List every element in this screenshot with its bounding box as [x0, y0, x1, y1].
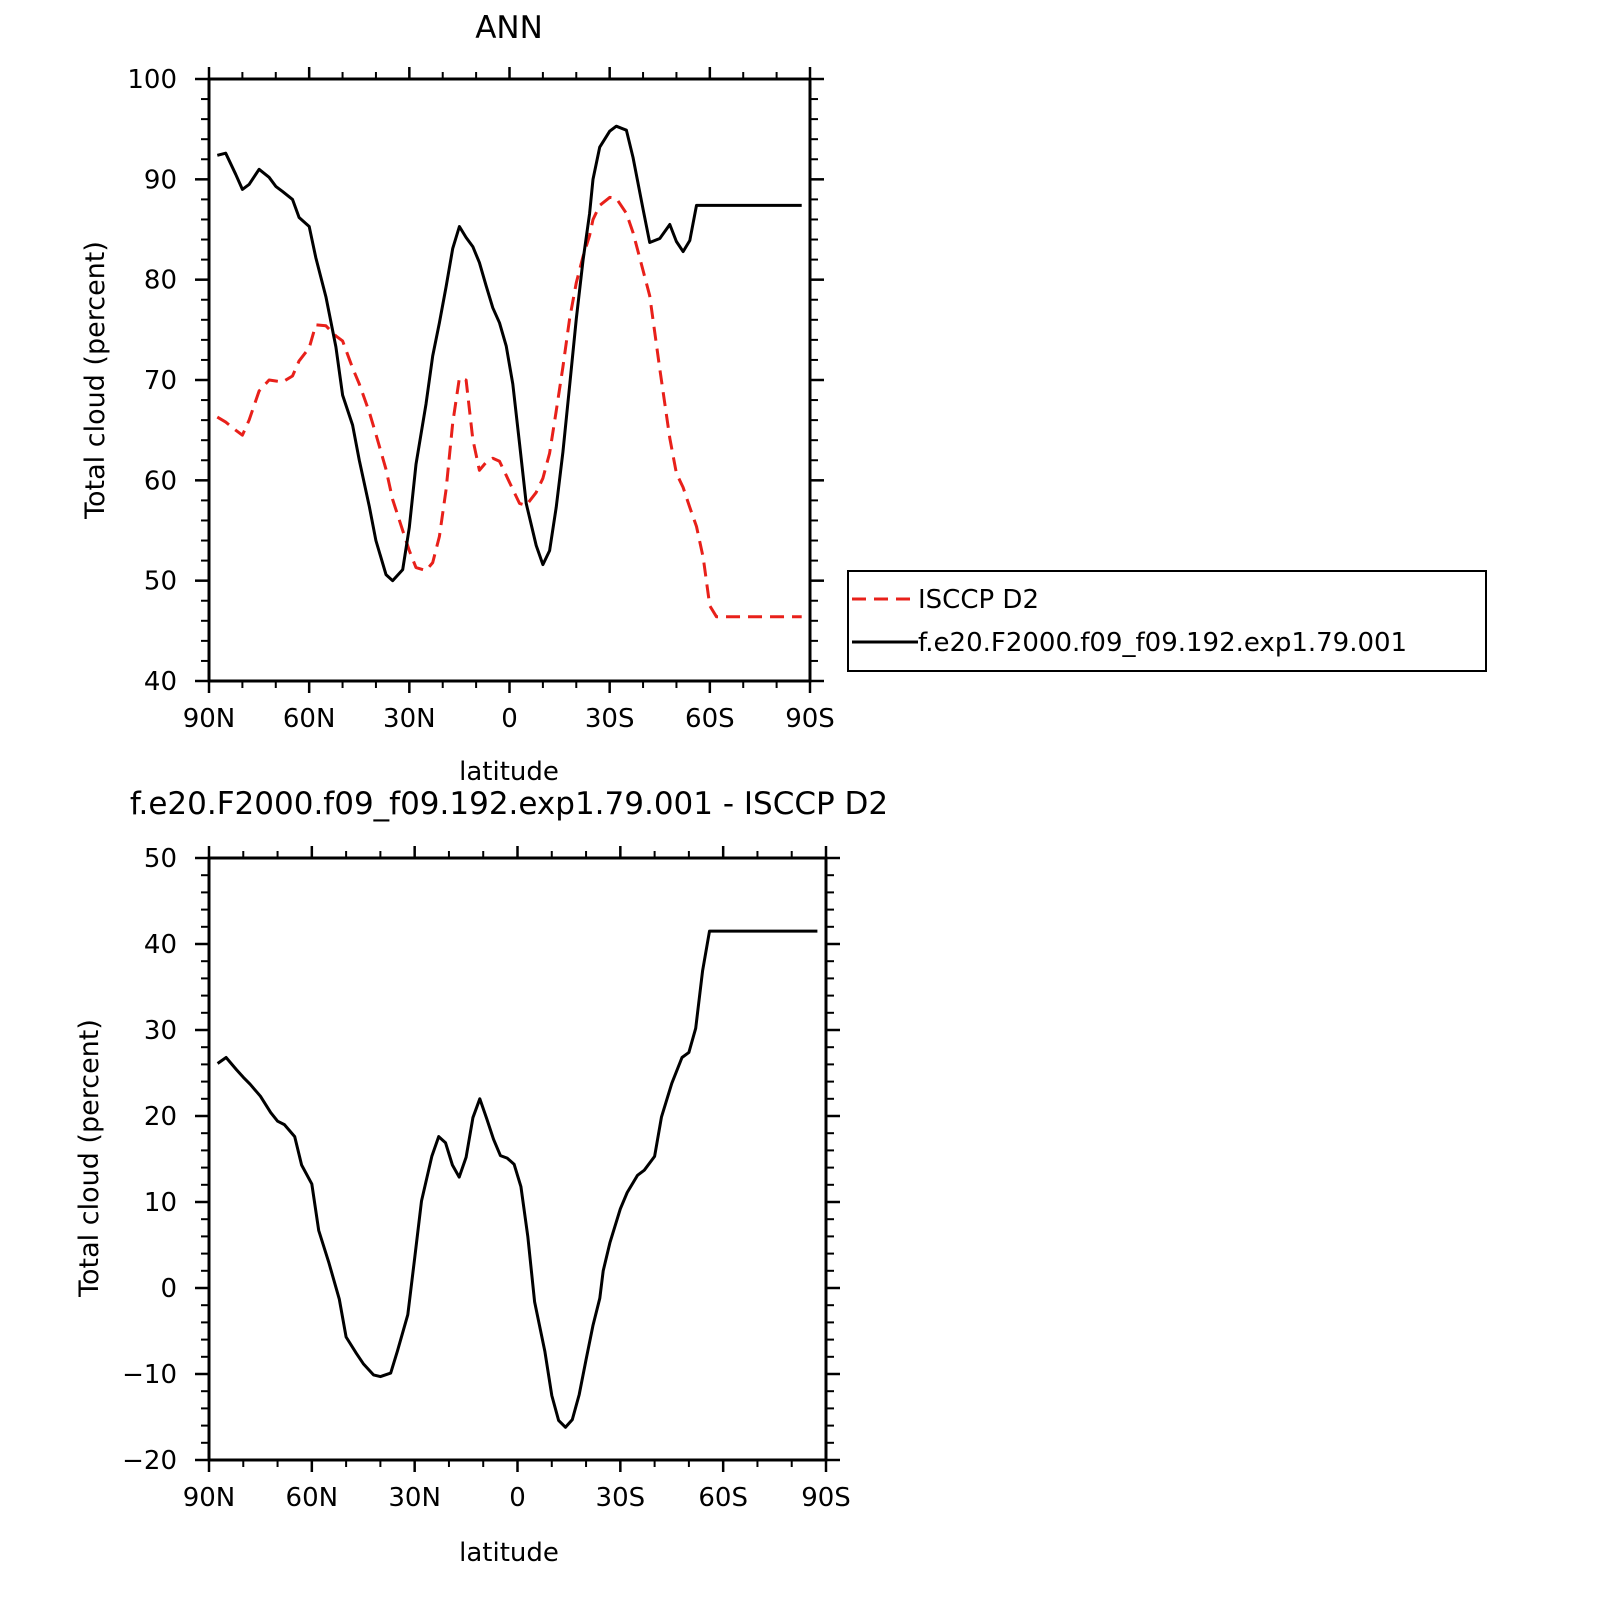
legend-box — [847, 570, 1487, 672]
top-chart-title: ANN — [475, 10, 543, 46]
y-tick-label: 20 — [144, 1102, 177, 1132]
y-tick-label: 80 — [144, 266, 177, 296]
x-tick-label: 60N — [286, 1483, 339, 1513]
y-tick-label: 50 — [144, 844, 177, 874]
y-tick-label: 100 — [127, 65, 177, 95]
bottom-panel: f.e20.F2000.f09_f09.192.exp1.79.001 - IS… — [74, 786, 888, 1568]
x-tick-label: 90S — [785, 704, 835, 734]
x-tick-label: 90N — [183, 704, 236, 734]
bottom-chart-title: f.e20.F2000.f09_f09.192.exp1.79.001 - IS… — [130, 786, 888, 822]
legend: ISCCP D2 f.e20.F2000.f09_f09.192.exp1.79… — [847, 570, 1487, 672]
y-tick-label: 90 — [144, 165, 177, 195]
x-tick-label: 60S — [685, 704, 735, 734]
legend-label-isccp: ISCCP D2 — [918, 585, 1039, 615]
x-tick-label: 60N — [283, 704, 336, 734]
y-tick-label: 60 — [144, 466, 177, 496]
y-tick-label: 50 — [144, 567, 177, 597]
x-tick-label: 90S — [801, 1483, 851, 1513]
series-line-isccp — [216, 195, 802, 619]
top-panel: ANN Total cloud (percent) latitude 90N 60… — [80, 10, 835, 787]
bottom-y-axis-label: Total cloud (percent) — [74, 1019, 105, 1298]
x-tick-label: 90N — [183, 1483, 236, 1513]
series-line-model — [216, 929, 818, 1429]
top-axis-ticks: 90N 60N 30N 0 30S 60S 90S 40 50 60 70 80 90 100 — [127, 65, 834, 734]
y-tick-label: 0 — [160, 1274, 177, 1304]
top-x-axis-label: latitude — [459, 757, 559, 787]
x-tick-label: 60S — [698, 1483, 748, 1513]
y-tick-label: 40 — [144, 930, 177, 960]
y-tick-label: 40 — [144, 667, 177, 697]
top-plot-frame — [207, 77, 812, 683]
y-tick-label: 10 — [144, 1188, 177, 1218]
legend-label-model: f.e20.F2000.f09_f09.192.exp1.79.001 — [918, 628, 1407, 658]
top-series-group — [216, 124, 802, 619]
y-tick-label: −10 — [122, 1360, 177, 1390]
x-tick-label: 0 — [501, 704, 518, 734]
y-tick-label: 70 — [144, 366, 177, 396]
x-tick-label: 30N — [383, 704, 436, 734]
bottom-axis-ticks: 90N 60N 30N 0 30S 60S 90S −20 −10 0 10 20 30 40 50 — [122, 844, 851, 1513]
y-tick-label: −20 — [122, 1446, 177, 1476]
top-y-axis-label: Total cloud (percent) — [80, 241, 111, 520]
x-tick-label: 30N — [388, 1483, 441, 1513]
x-tick-label: 30S — [596, 1483, 646, 1513]
bottom-series-group — [216, 929, 818, 1429]
series-line-model — [216, 124, 802, 583]
bottom-plot-frame — [207, 856, 828, 1462]
x-tick-label: 0 — [509, 1483, 526, 1513]
y-tick-label: 30 — [144, 1016, 177, 1046]
bottom-x-axis-label: latitude — [459, 1538, 559, 1568]
x-tick-label: 30S — [585, 704, 635, 734]
